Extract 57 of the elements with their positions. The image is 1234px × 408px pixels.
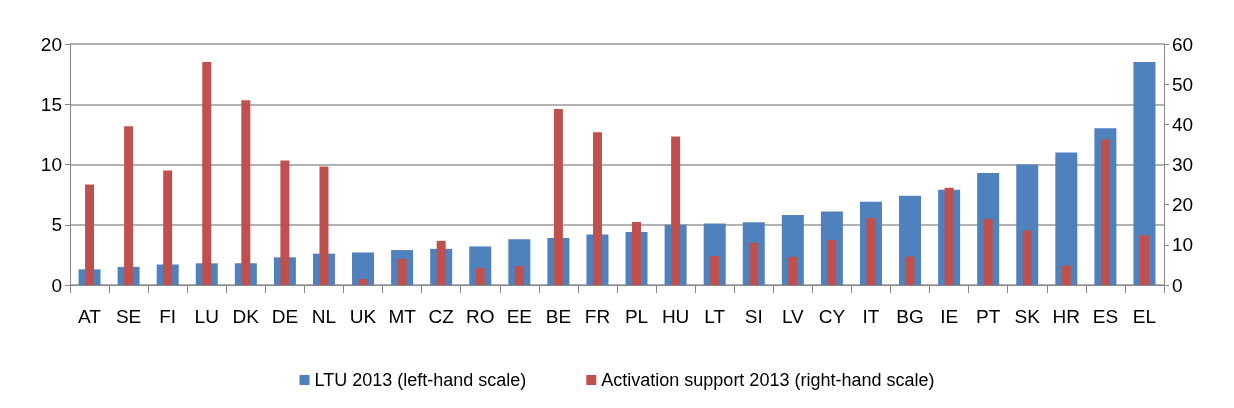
x-tick-label: ES	[1092, 306, 1119, 327]
y-tick-label: 20	[40, 33, 62, 55]
y2-tick-label: 20	[1172, 194, 1194, 216]
x-tick-label: NL	[311, 306, 337, 327]
x-tick-label: CZ	[428, 306, 455, 327]
x-tick-label: LV	[781, 306, 805, 327]
bar	[827, 240, 837, 285]
bar	[710, 256, 720, 285]
x-tick-label: SK	[1014, 306, 1041, 327]
bar	[514, 266, 524, 285]
x-tick-label: LU	[194, 306, 219, 327]
x-tick-label: EL	[1132, 306, 1157, 327]
y-tick-label: 10	[40, 154, 62, 175]
legend-label: LTU 2013 (left-hand scale)	[314, 370, 527, 390]
x-tick-label: PL	[624, 306, 649, 327]
bar	[1061, 265, 1071, 285]
bar	[1133, 62, 1156, 285]
x-tick-label: RO	[466, 306, 495, 327]
y-tick-label: 0	[51, 274, 62, 296]
legend-label: Activation support 2013 (right-hand scale)	[601, 370, 935, 390]
y-tick-label: 5	[51, 214, 62, 236]
x-tick-label: BE	[545, 306, 572, 327]
x-tick-label: AT	[78, 306, 102, 327]
x-tick-label: MT	[388, 306, 417, 327]
x-tick-label: DK	[232, 306, 260, 327]
x-tick-label: LT	[704, 306, 726, 327]
bar	[905, 256, 915, 285]
y2-tick-label: 60	[1172, 33, 1194, 55]
x-tick-label: CY	[818, 306, 846, 327]
y-tick-label: 15	[40, 93, 62, 115]
bar	[352, 252, 375, 285]
bar	[983, 219, 993, 285]
bar	[475, 268, 485, 285]
x-tick-label: SE	[115, 306, 142, 327]
x-tick-label: UK	[349, 306, 377, 327]
y2-tick-label: 10	[1172, 234, 1194, 256]
x-tick-label: HU	[661, 306, 690, 327]
bar	[749, 242, 759, 285]
bar	[1022, 230, 1032, 285]
x-tick-label: IE	[940, 306, 959, 327]
y2-tick-label: 40	[1172, 113, 1194, 135]
bar	[788, 256, 798, 285]
x-tick-label: EE	[506, 306, 532, 327]
x-tick-label: PT	[976, 306, 1001, 327]
x-tick-label: DE	[271, 306, 299, 327]
bar	[358, 278, 368, 285]
x-tick-label: IT	[862, 306, 880, 327]
x-tick-label: BG	[896, 306, 924, 327]
y2-tick-label: 0	[1172, 274, 1183, 296]
bar	[1139, 235, 1149, 285]
x-tick-label: FR	[584, 306, 611, 327]
x-tick-label: FI	[159, 306, 177, 327]
y2-tick-label: 50	[1172, 73, 1194, 95]
x-tick-label: SI	[744, 306, 763, 327]
bar	[1055, 152, 1078, 285]
x-tick-label: HR	[1052, 306, 1081, 327]
y2-tick-label: 30	[1172, 154, 1194, 175]
